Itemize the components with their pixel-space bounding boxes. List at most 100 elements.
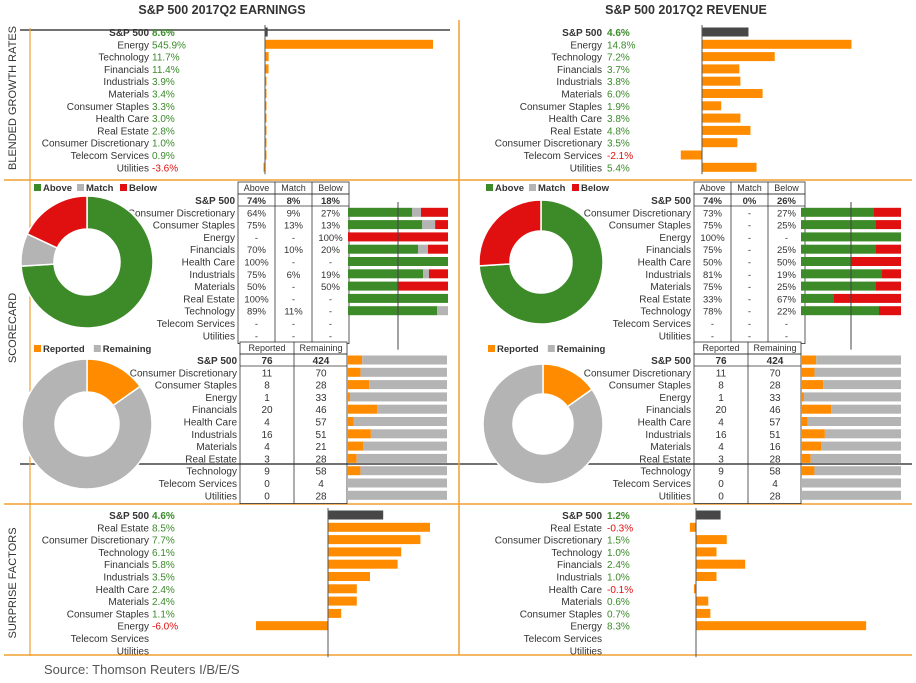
category-label-consumer-staples: Consumer Staples	[520, 609, 602, 620]
revenue-reporting-row-label-telecom-services: Telecom Services	[613, 479, 691, 490]
revenue-reporting-cell-remaining-consumer-staples: 28	[769, 381, 781, 392]
bar-consumer-discretionary	[696, 535, 727, 545]
earnings-reporting-donut-slice-remaining	[21, 358, 153, 490]
earnings-reporting-legend-remaining: Remaining	[103, 344, 152, 355]
earnings-scorecard-row-label-industrials: Industrials	[189, 270, 235, 281]
revenue-title: S&P 500 2017Q2 REVENUE	[605, 3, 767, 17]
revenue-scorecard-cell-below-sandp-500: 26%	[777, 196, 797, 207]
earnings-reporting-bar-remaining-consumer-staples	[369, 380, 447, 390]
earnings-reporting-bar-reported-consumer-discretionary	[347, 367, 361, 377]
earnings-reporting-bar-remaining-real-estate	[356, 453, 447, 463]
bar-sandp-500	[265, 27, 268, 37]
earnings-scorecard-cell-above-consumer-staples: 75%	[247, 221, 267, 232]
earnings-scorecard-cell-below-industrials: 19%	[321, 270, 341, 281]
earnings-scorecard-row-label-materials: Materials	[194, 282, 235, 293]
bar-sandp-500	[702, 27, 749, 37]
revenue-reporting-bar-reported-financials	[801, 404, 832, 414]
category-label-telecom-services: Telecom Services	[71, 634, 149, 645]
revenue-reporting-cell-reported-energy: 1	[718, 393, 724, 404]
earnings-reporting-cell-remaining-real-estate: 28	[315, 454, 327, 465]
earnings-reporting-cell-remaining-telecom-services: 4	[318, 479, 324, 490]
category-label-industrials: Industrials	[556, 77, 602, 88]
earnings-reporting-legend-swatch-reported	[34, 345, 41, 352]
value-label-technology: 6.1%	[152, 548, 175, 559]
earnings-scorecard-bar-match-financials	[418, 244, 428, 254]
revenue-scorecard-cell-match-financials: -	[748, 245, 751, 256]
earnings-reporting-cell-remaining-health-care: 57	[315, 418, 327, 429]
revenue-scorecard-cell-match-materials: -	[748, 282, 751, 293]
value-label-energy: 545.9%	[152, 40, 186, 51]
earnings-scorecard-row-label-health-care: Health Care	[182, 258, 236, 269]
value-label-sandp-500: 8.6%	[152, 28, 175, 39]
earnings-reporting-cell-remaining-financials: 46	[315, 405, 327, 416]
earnings-scorecard-donut-slice-below	[26, 195, 88, 249]
revenue-scorecard-bar-above-financials	[801, 244, 876, 254]
earnings-scorecard-legend-swatch-above	[34, 184, 41, 191]
category-label-health-care: Health Care	[96, 585, 150, 596]
earnings-reporting-cell-reported-sandp-500: 76	[261, 356, 273, 367]
revenue-scorecard-legend-swatch-below	[572, 184, 579, 191]
category-label-energy: Energy	[117, 40, 149, 51]
earnings-reporting-row-label-health-care: Health Care	[184, 418, 238, 429]
category-label-financials: Financials	[104, 560, 149, 571]
revenue-reporting-row-label-energy: Energy	[659, 393, 691, 404]
earnings-scorecard-cell-above-telecom-services: -	[255, 319, 258, 330]
side-label-growth: BLENDED GROWTH RATES	[7, 26, 19, 170]
revenue-scorecard-row-label-energy: Energy	[659, 233, 691, 244]
revenue-scorecard-legend-match: Match	[538, 183, 566, 194]
earnings-scorecard-cell-above-sandp-500: 74%	[247, 196, 267, 207]
earnings-reporting-bar-reported-financials	[347, 404, 378, 414]
revenue-scorecard-cell-below-real-estate: 67%	[777, 294, 797, 305]
earnings-reporting-bar-remaining-financials	[377, 404, 447, 414]
bar-energy	[696, 621, 867, 631]
revenue-reporting-bar-reported-energy	[801, 392, 804, 402]
category-label-energy: Energy	[117, 622, 149, 633]
earnings-scorecard-header-above: Above	[244, 183, 270, 193]
revenue-reporting-bar-reported-consumer-staples	[801, 380, 824, 390]
revenue-reporting-cell-remaining-materials: 16	[769, 442, 781, 453]
revenue-scorecard-legend-swatch-match	[529, 184, 536, 191]
earnings-scorecard-cell-match-telecom-services: -	[292, 319, 295, 330]
revenue-scorecard-cell-above-materials: 75%	[703, 282, 723, 293]
earnings-scorecard-bar-below-financials	[428, 244, 448, 254]
bar-industrials	[702, 76, 741, 86]
revenue-scorecard-cell-below-materials: 25%	[777, 282, 797, 293]
bar-industrials	[696, 572, 717, 581]
earnings-reporting-row-label-sandp-500: S&P 500	[197, 356, 237, 367]
earnings-scorecard-cell-above-technology: 89%	[247, 307, 267, 318]
earnings-scorecard-cell-above-energy: -	[255, 233, 258, 244]
revenue-scorecard-cell-below-financials: 25%	[777, 245, 797, 256]
bar-energy	[702, 39, 852, 49]
earnings-reporting-row-label-financials: Financials	[192, 405, 237, 416]
revenue-reporting-bar-remaining-technology	[814, 466, 901, 476]
revenue-scorecard-cell-match-telecom-services: -	[748, 319, 751, 330]
earnings-scorecard-cell-below-health-care: -	[329, 258, 332, 269]
revenue-reporting-bar-remaining-telecom-services	[801, 478, 901, 488]
earnings-reporting-cell-reported-health-care: 4	[264, 418, 270, 429]
category-label-materials: Materials	[561, 90, 602, 101]
earnings-scorecard-cell-above-utilities: -	[255, 331, 258, 342]
category-label-materials: Materials	[108, 90, 149, 101]
revenue-reporting-row-label-financials: Financials	[646, 405, 691, 416]
value-label-sandp-500: 4.6%	[152, 511, 175, 522]
value-label-materials: 2.4%	[152, 597, 175, 608]
revenue-reporting-row-label-utilities: Utilities	[659, 491, 691, 502]
revenue-scorecard-cell-above-telecom-services: -	[711, 319, 714, 330]
earnings-reporting-bar-reported-industrials	[347, 429, 371, 439]
earnings-scorecard-bar-match-consumer-staples	[422, 220, 436, 230]
revenue-scorecard-bar-above-industrials	[801, 269, 882, 279]
value-label-consumer-discretionary: 3.5%	[607, 139, 630, 150]
category-label-utilities: Utilities	[570, 163, 602, 174]
bar-sandp-500	[696, 510, 721, 520]
revenue-reporting-cell-remaining-real-estate: 28	[769, 454, 781, 465]
revenue-scorecard-cell-above-industrials: 81%	[703, 270, 723, 281]
bar-health-care	[693, 584, 696, 594]
earnings-reporting-bar-remaining-industrials	[370, 429, 447, 439]
revenue-scorecard-cell-above-consumer-staples: 75%	[703, 221, 723, 232]
revenue-reporting-bar-reported-consumer-discretionary	[801, 367, 815, 377]
revenue-scorecard-bar-below-industrials	[882, 269, 901, 279]
earnings-scorecard-cell-match-health-care: -	[292, 258, 295, 269]
revenue-scorecard-cell-above-sandp-500: 74%	[703, 196, 723, 207]
bar-health-care	[328, 584, 357, 594]
earnings-scorecard-row-label-utilities: Utilities	[203, 331, 235, 342]
